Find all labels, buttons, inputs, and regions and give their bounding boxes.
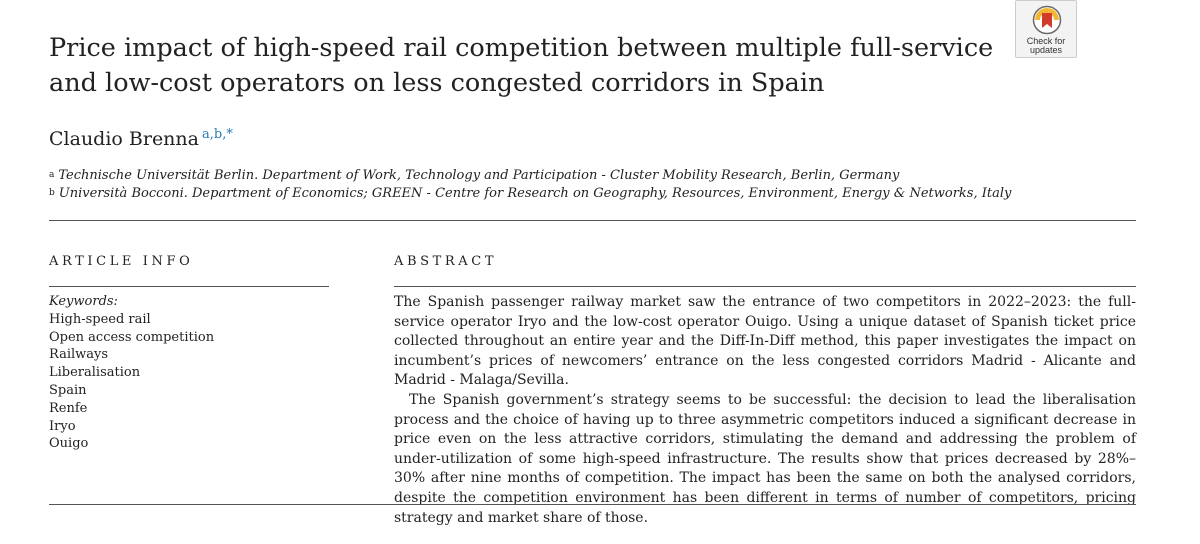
abstract-paragraph-2: The Spanish government’s strategy seems … — [394, 391, 1136, 526]
keyword: Ouigo — [49, 436, 89, 452]
affiliation-mark: a — [49, 170, 55, 180]
article-info-heading: ARTICLE INFO — [49, 254, 194, 269]
badge-line-1: Check for — [1026, 36, 1066, 46]
keyword: High-speed rail — [49, 311, 151, 327]
keyword: Iryo — [49, 418, 76, 434]
author-affiliation-marks[interactable]: a,b,* — [202, 127, 233, 142]
abstract-paragraph-1: The Spanish passenger railway market saw… — [394, 294, 1136, 389]
affiliation-mark: b — [49, 188, 55, 198]
affiliation-text: Technische Universität Berlin. Departmen… — [58, 168, 900, 183]
keyword: Railways — [49, 347, 109, 363]
affiliation-text: Università Bocconi. Department of Econom… — [58, 186, 1012, 201]
divider-top — [49, 220, 1136, 221]
keyword: Renfe — [49, 400, 88, 416]
author: Claudio Brenna a,b,* — [49, 127, 233, 151]
divider-bottom — [49, 504, 1136, 505]
keywords-label: Keywords: — [49, 294, 118, 309]
badge-label: Check for updates — [1016, 37, 1076, 55]
keyword: Open access competition — [49, 329, 215, 345]
crossmark-icon — [1032, 5, 1062, 35]
keyword: Liberalisation — [49, 365, 141, 381]
affiliation-b: b Università Bocconi. Department of Econo… — [49, 185, 1011, 202]
keyword: Spain — [49, 382, 87, 398]
abstract-body: The Spanish passenger railway market saw… — [394, 293, 1136, 528]
affiliation-a: a Technische Universität Berlin. Departme… — [49, 167, 899, 184]
article-info-divider — [49, 286, 329, 287]
abstract-divider — [394, 286, 1136, 287]
check-for-updates-badge[interactable]: Check for updates — [1015, 0, 1077, 58]
keywords-block: Keywords: High-speed rail Open access co… — [49, 293, 214, 453]
abstract-heading: ABSTRACT — [394, 254, 498, 269]
badge-line-2: updates — [1029, 45, 1063, 55]
author-name: Claudio Brenna — [49, 128, 199, 150]
paper-title: Price impact of high-speed rail competit… — [49, 33, 994, 98]
